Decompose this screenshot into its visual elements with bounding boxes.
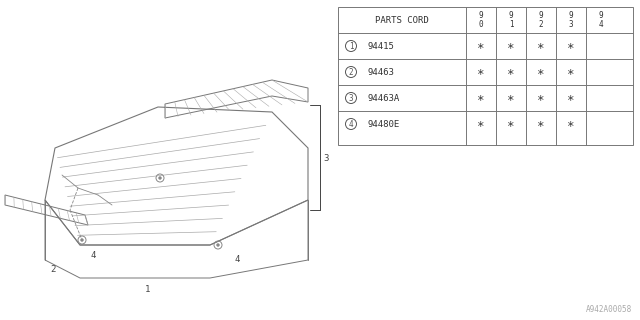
Text: 94415: 94415 xyxy=(368,42,395,51)
Text: ∗: ∗ xyxy=(567,66,575,78)
Text: A942A00058: A942A00058 xyxy=(586,305,632,314)
Text: ∗: ∗ xyxy=(477,66,484,78)
Text: ∗: ∗ xyxy=(477,39,484,52)
Circle shape xyxy=(81,239,83,241)
Bar xyxy=(338,7,633,145)
Circle shape xyxy=(159,177,161,179)
Text: 3: 3 xyxy=(349,93,353,102)
Text: 2: 2 xyxy=(349,68,353,76)
Circle shape xyxy=(217,244,220,246)
Text: ∗: ∗ xyxy=(537,117,545,131)
Text: 9
3: 9 3 xyxy=(569,11,573,29)
Text: 4: 4 xyxy=(90,252,96,260)
Text: ∗: ∗ xyxy=(537,92,545,105)
Text: 9
2: 9 2 xyxy=(539,11,543,29)
Text: 9
1: 9 1 xyxy=(509,11,513,29)
Text: 94463: 94463 xyxy=(368,68,395,76)
Text: 1: 1 xyxy=(349,42,353,51)
Text: ∗: ∗ xyxy=(508,39,515,52)
Text: 9
0: 9 0 xyxy=(479,11,483,29)
Text: ∗: ∗ xyxy=(508,66,515,78)
Text: 4: 4 xyxy=(349,119,353,129)
Text: ∗: ∗ xyxy=(567,117,575,131)
Text: ∗: ∗ xyxy=(508,117,515,131)
Text: 94463A: 94463A xyxy=(368,93,400,102)
Text: 4: 4 xyxy=(234,255,240,265)
Text: ∗: ∗ xyxy=(567,92,575,105)
Text: ∗: ∗ xyxy=(508,92,515,105)
Text: ∗: ∗ xyxy=(537,39,545,52)
Text: ∗: ∗ xyxy=(477,92,484,105)
Text: 94480E: 94480E xyxy=(368,119,400,129)
Text: PARTS CORD: PARTS CORD xyxy=(375,15,429,25)
Text: ∗: ∗ xyxy=(537,66,545,78)
Text: 1: 1 xyxy=(145,285,150,294)
Text: 9
4: 9 4 xyxy=(598,11,604,29)
Text: ∗: ∗ xyxy=(477,117,484,131)
Text: ∗: ∗ xyxy=(567,39,575,52)
Text: 2: 2 xyxy=(51,266,56,275)
Text: 3: 3 xyxy=(323,154,328,163)
